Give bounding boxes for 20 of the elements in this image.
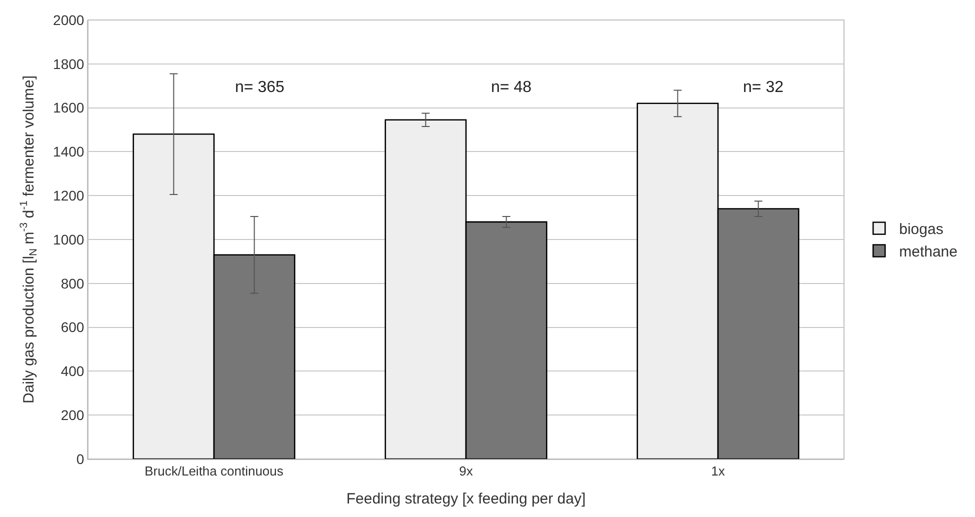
legend-label: biogas — [899, 221, 944, 238]
annotation: n= 32 — [743, 79, 784, 96]
y-tick-label: 1000 — [53, 231, 84, 248]
y-tick-label: 200 — [60, 407, 84, 423]
x-tick-label: 9x — [459, 464, 474, 479]
y-tick-label: 800 — [60, 275, 84, 292]
y-tick-label: 1800 — [53, 56, 84, 72]
y-tick-label: 2000 — [53, 12, 84, 28]
y-tick-label: 400 — [60, 363, 84, 380]
y-tick-label: 0 — [76, 450, 84, 467]
x-tick-label: 1x — [711, 464, 726, 479]
annotation: n= 48 — [491, 79, 532, 96]
y-tick-label: 1400 — [53, 144, 84, 160]
y-tick-label: 1200 — [53, 188, 84, 204]
y-tick-label: 600 — [60, 319, 84, 336]
legend-label: methane — [899, 244, 958, 261]
y-tick-label: 1600 — [53, 100, 84, 116]
annotation: n= 365 — [235, 79, 284, 96]
x-tick-label: Bruck/Leitha continuous — [144, 464, 284, 479]
x-axis-title: Feeding strategy [x feeding per day] — [346, 490, 586, 508]
